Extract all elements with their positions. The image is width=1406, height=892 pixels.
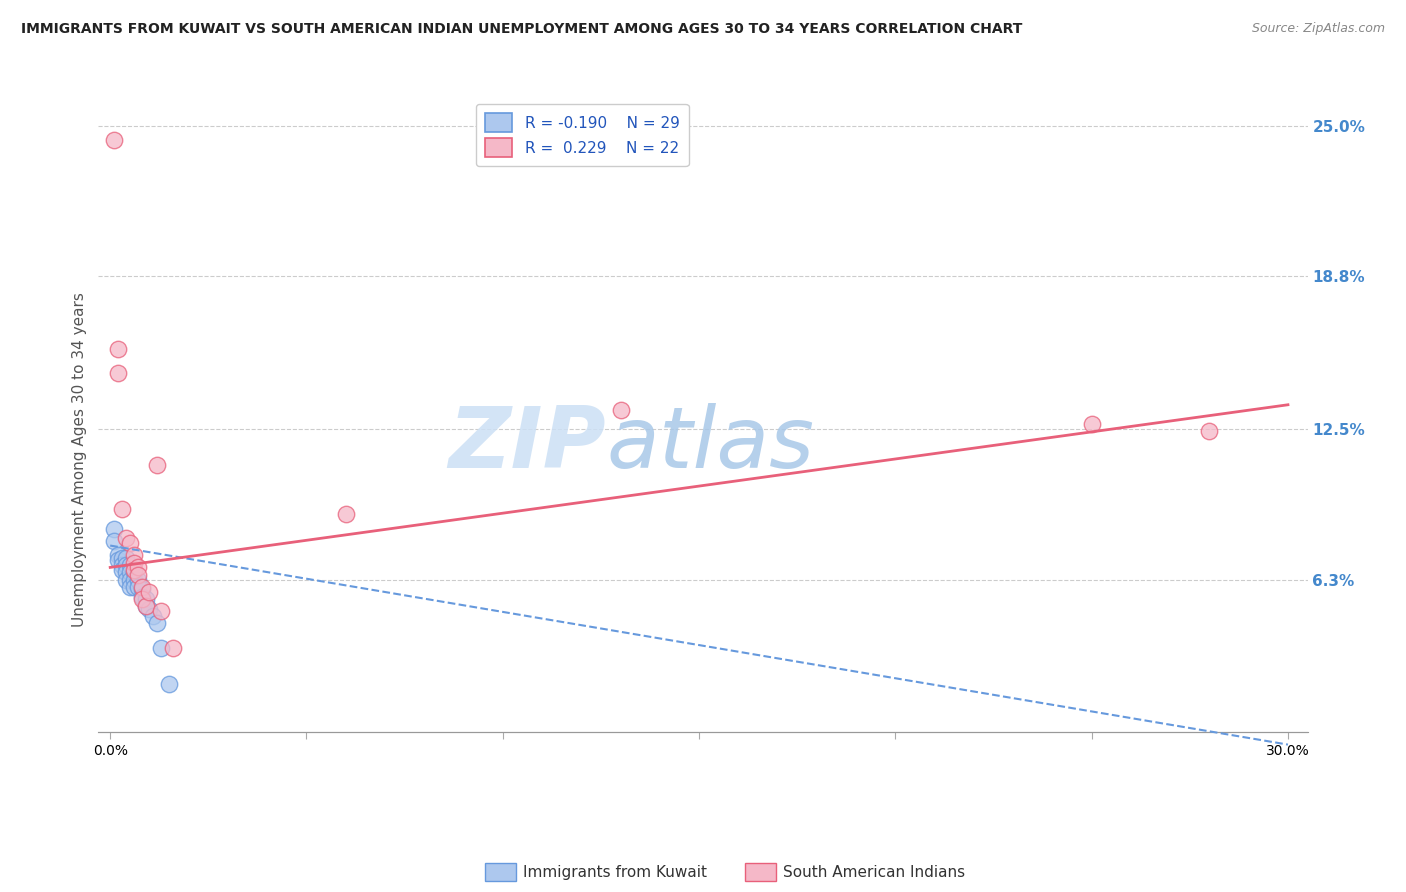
Text: atlas: atlas (606, 403, 814, 486)
Point (107, 342, 129, 356)
Point (122, 556, 145, 570)
Point (111, 558, 134, 572)
Point (142, 609, 165, 624)
Point (131, 590, 153, 604)
Text: Immigrants from Kuwait: Immigrants from Kuwait (523, 865, 707, 880)
Point (111, 563, 134, 577)
Point (1198, 425, 1220, 439)
Point (107, 553, 129, 567)
Text: ZIP: ZIP (449, 403, 606, 486)
Point (127, 567, 149, 582)
Point (115, 558, 138, 572)
Point (138, 584, 160, 599)
Point (103, 533, 125, 548)
Point (115, 550, 138, 565)
Point (118, 573, 141, 587)
Point (135, 599, 157, 614)
Point (150, 604, 173, 618)
Point (103, 133, 125, 147)
Point (111, 550, 134, 565)
Point (162, 640, 184, 655)
Point (131, 582, 153, 597)
Point (138, 601, 160, 615)
Point (118, 566, 141, 580)
Point (115, 566, 138, 580)
Text: Source: ZipAtlas.com: Source: ZipAtlas.com (1251, 22, 1385, 36)
Text: South American Indians: South American Indians (783, 865, 966, 880)
Legend: R = -0.190    N = 29, R =  0.229    N = 22: R = -0.190 N = 29, R = 0.229 N = 22 (475, 104, 689, 166)
Point (115, 573, 138, 587)
Point (107, 366, 129, 380)
Point (131, 591, 153, 606)
Point (103, 522, 125, 536)
Point (146, 458, 169, 473)
Point (609, 402, 631, 417)
Point (131, 580, 153, 594)
Point (118, 536, 141, 550)
Point (135, 591, 157, 606)
Point (122, 573, 145, 587)
Point (127, 573, 149, 587)
Point (150, 640, 173, 655)
Point (127, 580, 149, 594)
Point (122, 548, 145, 562)
Point (146, 616, 169, 631)
Text: IMMIGRANTS FROM KUWAIT VS SOUTH AMERICAN INDIAN UNEMPLOYMENT AMONG AGES 30 TO 34: IMMIGRANTS FROM KUWAIT VS SOUTH AMERICAN… (21, 22, 1022, 37)
Point (107, 548, 129, 562)
Y-axis label: Unemployment Among Ages 30 to 34 years: Unemployment Among Ages 30 to 34 years (72, 292, 87, 627)
Point (122, 563, 145, 577)
Point (111, 502, 134, 516)
Point (115, 531, 138, 545)
Point (118, 580, 141, 594)
Point (335, 507, 357, 521)
Point (1080, 417, 1102, 432)
Point (122, 580, 145, 594)
Point (118, 558, 141, 572)
Point (127, 560, 149, 574)
Point (122, 566, 145, 580)
Point (135, 599, 157, 614)
Point (157, 677, 180, 691)
